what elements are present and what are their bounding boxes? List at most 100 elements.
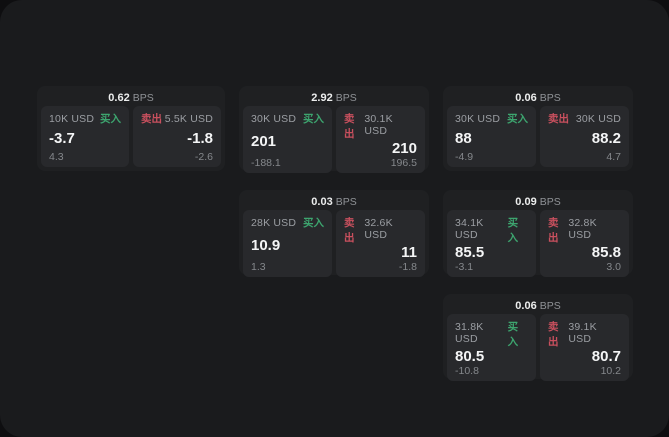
- sell-price: -1.8: [187, 129, 213, 147]
- buy-size-label: 28K USD: [251, 217, 297, 229]
- buy-size-label: 30K USD: [251, 113, 297, 125]
- buy-price: -3.7: [49, 129, 75, 147]
- buy-price: 80.5: [455, 348, 485, 365]
- bps-spread-value: 0.62: [108, 92, 130, 104]
- buy-sub-value: -188.1: [251, 157, 281, 169]
- buy-side-label: 买入: [507, 321, 519, 348]
- buy-panel[interactable]: 28K USD 买入 10.9 1.3: [243, 210, 332, 277]
- buy-size-label: 31.8K USD: [455, 321, 484, 345]
- bps-unit-label: BPS: [335, 92, 357, 104]
- sell-side-label: 卖出: [141, 113, 162, 125]
- sell-sub-value: 10.2: [600, 365, 621, 377]
- quote-card: 0.62 BPS 10K USD 买入 -3.7 4.3 卖出 5.5K USD …: [37, 86, 225, 171]
- sell-price: 88.2: [591, 129, 621, 147]
- bps-spread-value: 0.09: [515, 196, 537, 208]
- buy-price: 85.5: [455, 244, 485, 261]
- buy-size-label: 34.1K USD: [455, 217, 484, 241]
- buy-panel-top: 10K USD 买入: [49, 111, 121, 126]
- sell-panel-top: 卖出 39.1K USD: [548, 319, 621, 349]
- bps-spread-value: 0.06: [515, 92, 537, 104]
- quote-panels: 34.1K USD 买入 85.5 -3.1 卖出 32.8K USD 85.8…: [443, 210, 633, 281]
- sell-panel-top: 卖出 32.6K USD: [344, 215, 417, 245]
- buy-panel[interactable]: 34.1K USD 买入 85.5 -3.1: [447, 210, 536, 277]
- sell-sub-value: 4.7: [606, 151, 621, 163]
- card-header: 0.09 BPS: [443, 190, 633, 210]
- sell-panel[interactable]: 卖出 30K USD 88.2 4.7: [540, 106, 629, 167]
- quote-card: 0.09 BPS 34.1K USD 买入 85.5 -3.1 卖出 32.8K …: [443, 190, 633, 277]
- quote-card: 2.92 BPS 30K USD 买入 201 -188.1 卖出 30.1K U…: [239, 86, 429, 173]
- quote-panels: 30K USD 买入 201 -188.1 卖出 30.1K USD 210 1…: [239, 106, 429, 177]
- buy-sub-value: -4.9: [455, 151, 474, 163]
- buy-side-label: 买入: [303, 113, 324, 125]
- buy-side-label: 买入: [507, 113, 528, 125]
- buy-panel-top: 31.8K USD 买入: [455, 319, 528, 349]
- bps-unit-label: BPS: [539, 196, 561, 208]
- sell-panel-top: 卖出 5.5K USD: [141, 111, 213, 126]
- sell-panel[interactable]: 卖出 30.1K USD 210 196.5: [336, 106, 425, 173]
- sell-panel[interactable]: 卖出 5.5K USD -1.8 -2.6: [133, 106, 221, 167]
- sell-panel[interactable]: 卖出 39.1K USD 80.7 10.2: [540, 314, 629, 381]
- buy-sub-value: 4.3: [49, 151, 64, 163]
- quote-card: 0.03 BPS 28K USD 买入 10.9 1.3 卖出 32.6K USD…: [239, 190, 429, 277]
- buy-side-label: 买入: [303, 217, 324, 229]
- sell-price: 80.7: [591, 348, 621, 365]
- buy-sub-value: 1.3: [251, 261, 266, 273]
- sell-size-label: 39.1K USD: [568, 321, 597, 345]
- sell-side-label: 卖出: [344, 113, 355, 140]
- quote-panels: 31.8K USD 买入 80.5 -10.8 卖出 39.1K USD 80.…: [443, 314, 633, 385]
- sell-size-label: 30.1K USD: [364, 113, 393, 137]
- quote-card-grid: 0.62 BPS 10K USD 买入 -3.7 4.3 卖出 5.5K USD …: [37, 86, 633, 381]
- sell-side-label: 卖出: [344, 217, 355, 244]
- sell-price: 85.8: [591, 244, 621, 261]
- sell-side-label: 卖出: [548, 321, 559, 348]
- sell-panel-top: 卖出 30.1K USD: [344, 111, 417, 141]
- buy-price: 201: [251, 132, 277, 150]
- buy-panel[interactable]: 30K USD 买入 201 -188.1: [243, 106, 332, 173]
- buy-panel-top: 34.1K USD 买入: [455, 215, 528, 245]
- card-header: 2.92 BPS: [239, 86, 429, 106]
- buy-side-label: 买入: [507, 217, 519, 244]
- sell-size-label: 32.8K USD: [568, 217, 597, 241]
- sell-panel-top: 卖出 32.8K USD: [548, 215, 621, 245]
- bps-unit-label: BPS: [132, 92, 154, 104]
- bps-spread-value: 0.06: [515, 300, 537, 312]
- buy-panel[interactable]: 10K USD 买入 -3.7 4.3: [41, 106, 129, 167]
- sell-panel[interactable]: 卖出 32.6K USD 11 -1.8: [336, 210, 425, 277]
- quote-card: 0.06 BPS 30K USD 买入 88 -4.9 卖出 30K USD 88…: [443, 86, 633, 171]
- sell-price: 11: [401, 244, 417, 261]
- quote-card: 0.06 BPS 31.8K USD 买入 80.5 -10.8 卖出 39.1K…: [443, 294, 633, 381]
- sell-panel-top: 卖出 30K USD: [548, 111, 621, 126]
- bps-unit-label: BPS: [539, 300, 561, 312]
- buy-panel[interactable]: 31.8K USD 买入 80.5 -10.8: [447, 314, 536, 381]
- sell-size-label: 30K USD: [575, 113, 621, 125]
- bps-unit-label: BPS: [335, 196, 357, 208]
- buy-size-label: 30K USD: [455, 113, 501, 125]
- buy-panel-top: 28K USD 买入: [251, 215, 324, 230]
- bps-unit-label: BPS: [539, 92, 561, 104]
- bps-spread-value: 2.92: [311, 92, 333, 104]
- sell-price: 210: [391, 140, 417, 157]
- buy-size-label: 10K USD: [49, 113, 95, 125]
- sell-sub-value: 196.5: [390, 157, 417, 169]
- sell-side-label: 卖出: [548, 217, 559, 244]
- bps-spread-value: 0.03: [311, 196, 333, 208]
- buy-sub-value: -3.1: [455, 261, 474, 273]
- card-header: 0.62 BPS: [37, 86, 225, 106]
- sell-size-label: 32.6K USD: [364, 217, 393, 241]
- buy-price: 10.9: [251, 236, 281, 254]
- buy-panel-top: 30K USD 买入: [455, 111, 528, 126]
- sell-sub-value: 3.0: [606, 261, 621, 273]
- card-header: 0.06 BPS: [443, 294, 633, 314]
- buy-panel-top: 30K USD 买入: [251, 111, 324, 126]
- sell-side-label: 卖出: [548, 113, 569, 125]
- quote-panels: 30K USD 买入 88 -4.9 卖出 30K USD 88.2 4.7: [443, 106, 633, 171]
- sell-panel[interactable]: 卖出 32.8K USD 85.8 3.0: [540, 210, 629, 277]
- buy-panel[interactable]: 30K USD 买入 88 -4.9: [447, 106, 536, 167]
- buy-sub-value: -10.8: [455, 365, 479, 377]
- quote-panels: 10K USD 买入 -3.7 4.3 卖出 5.5K USD -1.8 -2.…: [37, 106, 225, 171]
- card-header: 0.06 BPS: [443, 86, 633, 106]
- quote-panels: 28K USD 买入 10.9 1.3 卖出 32.6K USD 11 -1.8: [239, 210, 429, 281]
- sell-sub-value: -1.8: [398, 261, 417, 273]
- buy-price: 88: [455, 129, 472, 147]
